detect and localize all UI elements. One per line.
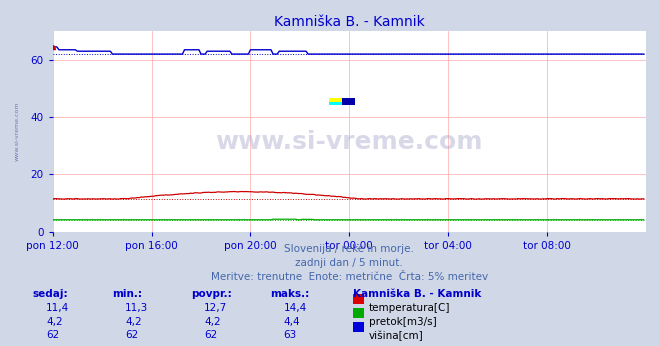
- Text: 11,4: 11,4: [46, 303, 69, 313]
- Text: sedaj:: sedaj:: [33, 289, 69, 299]
- Bar: [328, 98, 341, 102]
- Text: 63: 63: [283, 330, 297, 340]
- Text: pretok[m3/s]: pretok[m3/s]: [369, 317, 437, 327]
- Text: 62: 62: [204, 330, 217, 340]
- Text: 4,2: 4,2: [204, 317, 221, 327]
- Text: 4,2: 4,2: [125, 317, 142, 327]
- Text: povpr.:: povpr.:: [191, 289, 232, 299]
- Text: maks.:: maks.:: [270, 289, 310, 299]
- Text: www.si-vreme.com: www.si-vreme.com: [14, 102, 20, 161]
- Text: 62: 62: [46, 330, 59, 340]
- Bar: [341, 98, 355, 106]
- Text: Kamniška B. - Kamnik: Kamniška B. - Kamnik: [353, 289, 481, 299]
- Text: Meritve: trenutne  Enote: metrične  Črta: 5% meritev: Meritve: trenutne Enote: metrične Črta: …: [211, 272, 488, 282]
- Text: zadnji dan / 5 minut.: zadnji dan / 5 minut.: [295, 258, 403, 268]
- Bar: [328, 102, 341, 106]
- Text: višina[cm]: višina[cm]: [369, 330, 424, 341]
- Text: www.si-vreme.com: www.si-vreme.com: [215, 129, 483, 154]
- Text: 11,3: 11,3: [125, 303, 148, 313]
- Text: 14,4: 14,4: [283, 303, 306, 313]
- Text: 12,7: 12,7: [204, 303, 227, 313]
- Title: Kamniška B. - Kamnik: Kamniška B. - Kamnik: [274, 15, 424, 29]
- Text: temperatura[C]: temperatura[C]: [369, 303, 451, 313]
- Text: 4,4: 4,4: [283, 317, 300, 327]
- Text: 62: 62: [125, 330, 138, 340]
- Text: 4,2: 4,2: [46, 317, 63, 327]
- Text: min.:: min.:: [112, 289, 142, 299]
- Text: Slovenija / reke in morje.: Slovenija / reke in morje.: [284, 244, 415, 254]
